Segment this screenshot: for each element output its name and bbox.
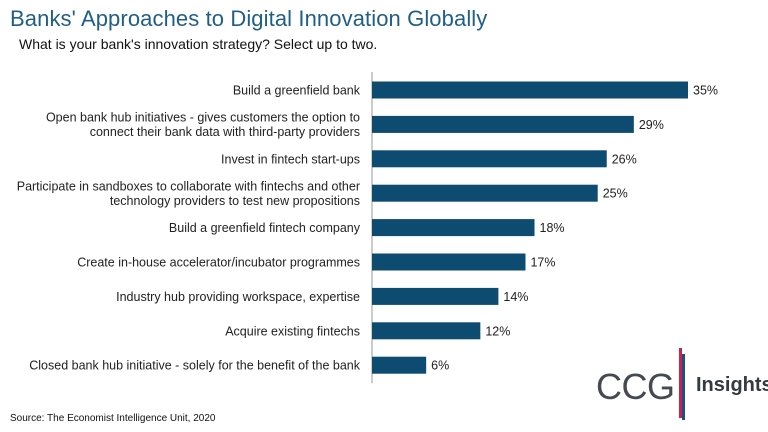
logo-brand-text: CCG [596, 366, 675, 407]
category-label: Open bank hub initiatives - gives custom… [46, 111, 360, 139]
bar [372, 81, 688, 99]
data-label: 29% [639, 118, 664, 132]
chart-title: Banks' Approaches to Digital Innovation … [10, 6, 488, 31]
logo-product-text: Insights [696, 374, 768, 396]
category-label: Build a greenfield bank [233, 84, 361, 98]
ccg-insights-logo: CCG Insights [596, 346, 768, 426]
category-label: Closed bank hub initiative - solely for … [29, 359, 361, 373]
category-label: Industry hub providing workspace, expert… [116, 290, 360, 304]
category-label: Acquire existing fintechs [225, 324, 360, 338]
bar [372, 115, 634, 133]
bar [372, 219, 535, 237]
data-label: 18% [540, 221, 565, 235]
bar [372, 356, 427, 374]
category-label: Create in-house accelerator/incubator pr… [77, 256, 360, 270]
data-label: 35% [693, 84, 718, 98]
data-label: 17% [530, 256, 555, 270]
bar [372, 150, 607, 168]
source-note: Source: The Economist Intelligence Unit,… [10, 413, 216, 424]
data-label: 26% [612, 152, 637, 166]
logo-red-bar [679, 348, 682, 418]
bar [372, 322, 481, 340]
chart-subtitle: What is your bank's innovation strategy?… [19, 36, 378, 52]
bar [372, 287, 499, 305]
category-label: Invest in fintech start-ups [221, 152, 360, 166]
data-label: 14% [503, 290, 528, 304]
logo-blue-bar [682, 354, 685, 420]
data-label: 12% [485, 324, 510, 338]
data-label: 6% [431, 359, 449, 373]
bar [372, 253, 526, 271]
bar [372, 184, 598, 202]
category-label: Build a greenfield fintech company [169, 221, 361, 235]
category-label: Participate in sandboxes to collaborate … [17, 179, 360, 208]
data-label: 25% [603, 187, 628, 201]
